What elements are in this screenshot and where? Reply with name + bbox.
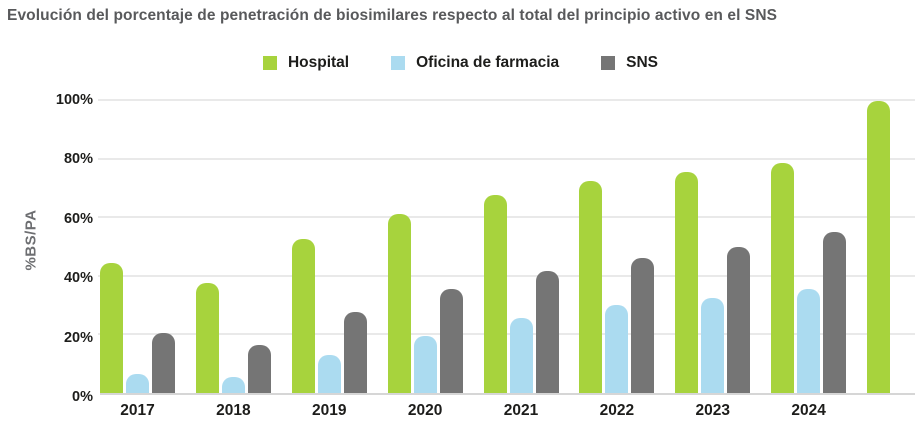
bar-oficina-de-farmacia-2021 xyxy=(509,318,533,393)
plot-area: 2017 2018 2019 2020 2021 2022 2023 2024 xyxy=(98,99,915,419)
legend-item-oficina-de-farmacia: Oficina de farmacia xyxy=(391,54,559,72)
x-tick-label: 2019 xyxy=(312,402,347,419)
bar-oficina-de-farmacia-2022 xyxy=(605,305,629,393)
chart-title: Evolución del porcentaje de penetración … xyxy=(7,7,778,24)
legend-swatch-hospital xyxy=(262,56,277,70)
bar-oficina-de-farmacia-2020 xyxy=(413,335,437,393)
gridline xyxy=(98,333,915,336)
bar-group-2020: 2020 xyxy=(387,100,463,419)
bar-hospital-2020 xyxy=(387,214,411,393)
bar-group-2018: 2018 xyxy=(195,100,271,419)
legend-swatch-oficina-de-farmacia xyxy=(391,56,406,70)
bar-sns-2021 xyxy=(535,271,559,393)
x-tick-label: 2020 xyxy=(407,402,443,419)
gridline xyxy=(98,157,915,160)
bar-oficina-de-farmacia-2017 xyxy=(126,373,149,393)
x-tick-label: 2023 xyxy=(695,402,730,419)
bar-group-2021: 2021 xyxy=(483,100,559,419)
bar-group-2023: 2023 xyxy=(675,100,751,419)
bar-group-2022: 2022 xyxy=(579,100,655,419)
bar-oficina-de-farmacia-2023 xyxy=(701,297,725,393)
y-tick-label: 0% xyxy=(72,389,93,405)
bar-hospital-2022 xyxy=(579,180,603,393)
bar-sns-2024 xyxy=(823,231,847,393)
gridline xyxy=(98,274,915,277)
bar-hospital-2017 xyxy=(100,262,123,393)
bar-sns-2017 xyxy=(152,332,175,393)
bar-hospital-2019 xyxy=(291,239,315,393)
gridline xyxy=(98,216,915,219)
bar-group-2019: 2019 xyxy=(291,100,367,419)
bar-hospital-2021 xyxy=(483,195,507,393)
bar-hospital-extra xyxy=(867,101,890,393)
bar-oficina-de-farmacia-2018 xyxy=(221,376,245,393)
x-tick-label: 2024 xyxy=(791,402,826,419)
bar-hospital-2018 xyxy=(195,283,219,393)
bar-oficina-de-farmacia-2019 xyxy=(317,354,341,393)
bar-hospital-2024 xyxy=(771,163,795,393)
bar-oficina-de-farmacia-2024 xyxy=(797,289,821,393)
legend-item-sns: SNS xyxy=(601,54,658,72)
legend-label-hospital: Hospital xyxy=(287,54,350,71)
y-axis: 0% 20% 40% 60% 80% 100% xyxy=(0,92,93,405)
legend-label-oficina-de-farmacia: Oficina de farmacia xyxy=(416,54,560,71)
y-tick-label: 60% xyxy=(63,210,93,227)
bar-sns-2018 xyxy=(247,344,271,393)
y-tick-label: 20% xyxy=(63,329,93,346)
bar-sns-2022 xyxy=(631,258,655,393)
bar-sns-2020 xyxy=(439,289,463,393)
bar-groups: 2017 2018 2019 2020 2021 2022 2023 2024 xyxy=(100,100,915,419)
x-tick-label: 2017 xyxy=(120,402,155,419)
gridline xyxy=(98,99,915,101)
x-tick-label: 2022 xyxy=(599,402,635,419)
legend-item-hospital: Hospital xyxy=(262,54,350,72)
y-tick-label: 40% xyxy=(63,270,93,287)
bar-hospital-2023 xyxy=(675,171,699,393)
x-tick-label: 2018 xyxy=(216,402,251,419)
x-tick-label: 2021 xyxy=(503,402,539,419)
bar-group-2017: 2017 xyxy=(100,100,175,419)
bar-group-2024: 2024 xyxy=(771,100,847,419)
legend: Hospital Oficina de farmacia SNS xyxy=(0,54,921,72)
y-tick-label: 100% xyxy=(55,92,93,108)
legend-swatch-sns xyxy=(601,56,616,70)
legend-label-sns: SNS xyxy=(626,54,659,71)
y-tick-label: 80% xyxy=(63,151,93,168)
bar-sns-2023 xyxy=(727,246,751,393)
bar-sns-2019 xyxy=(343,312,367,393)
bar-group-extra xyxy=(867,100,890,393)
